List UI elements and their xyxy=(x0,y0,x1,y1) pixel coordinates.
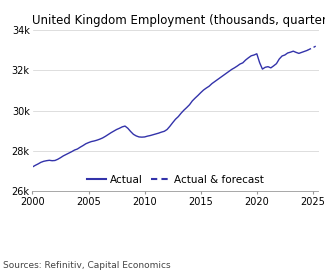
Text: United Kingdom Employment (thousands, quarterly): United Kingdom Employment (thousands, qu… xyxy=(32,14,325,28)
Legend: Actual, Actual & forecast: Actual, Actual & forecast xyxy=(83,171,268,189)
Text: Sources: Refinitiv, Capital Economics: Sources: Refinitiv, Capital Economics xyxy=(3,261,171,270)
